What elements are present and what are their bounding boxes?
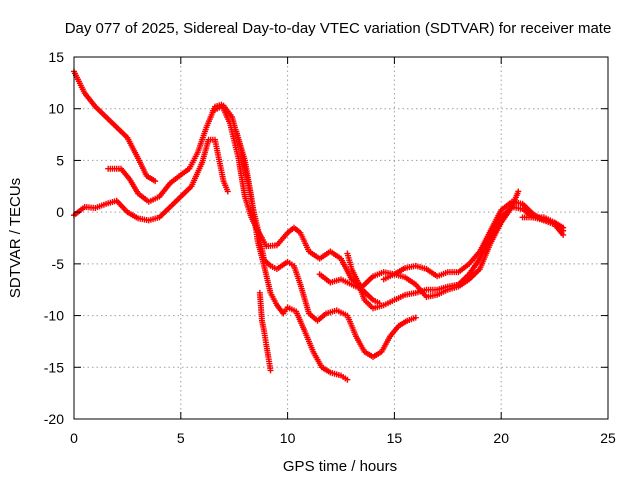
data-point [344,376,351,383]
series-track-h [380,188,522,300]
plot-frame [73,56,609,420]
data-point [560,231,567,238]
y-tick-label: -10 [44,308,64,324]
x-tick-label: 20 [493,430,509,446]
y-tick-label: 5 [56,152,64,168]
y-tick-label: -15 [44,359,64,375]
data-points [71,68,567,383]
y-axis-title: SDTVAR / TECUs [7,178,24,298]
x-tick-label: 10 [280,430,296,446]
y-tick-label: -20 [44,411,64,427]
data-point [267,367,274,374]
x-tick-label: 25 [600,430,616,446]
chart-title: Day 077 of 2025, Sidereal Day-to-day VTE… [65,20,612,37]
data-point [412,314,419,321]
x-axis-title: GPS time / hours [283,458,397,475]
series-track-g [344,203,567,312]
y-tick-label: -5 [52,256,65,272]
series-track-c [71,136,231,224]
series-track-b [105,101,567,290]
series-track-i [316,271,383,307]
data-point [376,300,383,307]
series-track-j [519,214,567,238]
x-tick-label: 15 [387,430,403,446]
y-tick-label: 15 [48,49,64,65]
grid [74,57,608,419]
data-point [152,178,159,185]
data-point [515,188,522,195]
data-point [224,188,231,195]
y-tick-label: 0 [56,204,64,220]
series-track-e [233,128,351,383]
y-tick-label: 10 [48,101,64,117]
series-track-f [256,289,274,374]
x-tick-label: 0 [70,430,78,446]
axis-ticks: 0 5 10 15 20 25 -20 -15 -10 -5 0 5 10 15 [44,49,616,446]
series-track-a [71,68,159,185]
x-tick-label: 5 [177,430,185,446]
data-point [560,224,567,231]
